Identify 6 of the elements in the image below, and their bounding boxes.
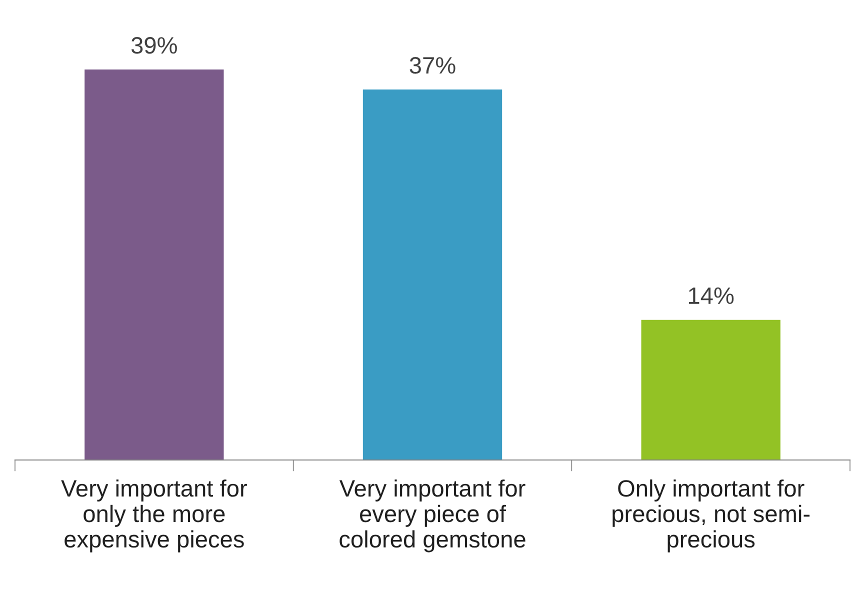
data-label: 14% [689, 287, 734, 304]
x-tick-label: Only important for precious, not semi- precious [612, 479, 810, 552]
data-label: 39% [131, 37, 177, 54]
x-tick-label: Very important for every piece of colored gemstone [339, 479, 526, 552]
x-tick-label: Very important for only the more expensive pieces [61, 479, 247, 552]
data-label: 37% [410, 57, 456, 74]
